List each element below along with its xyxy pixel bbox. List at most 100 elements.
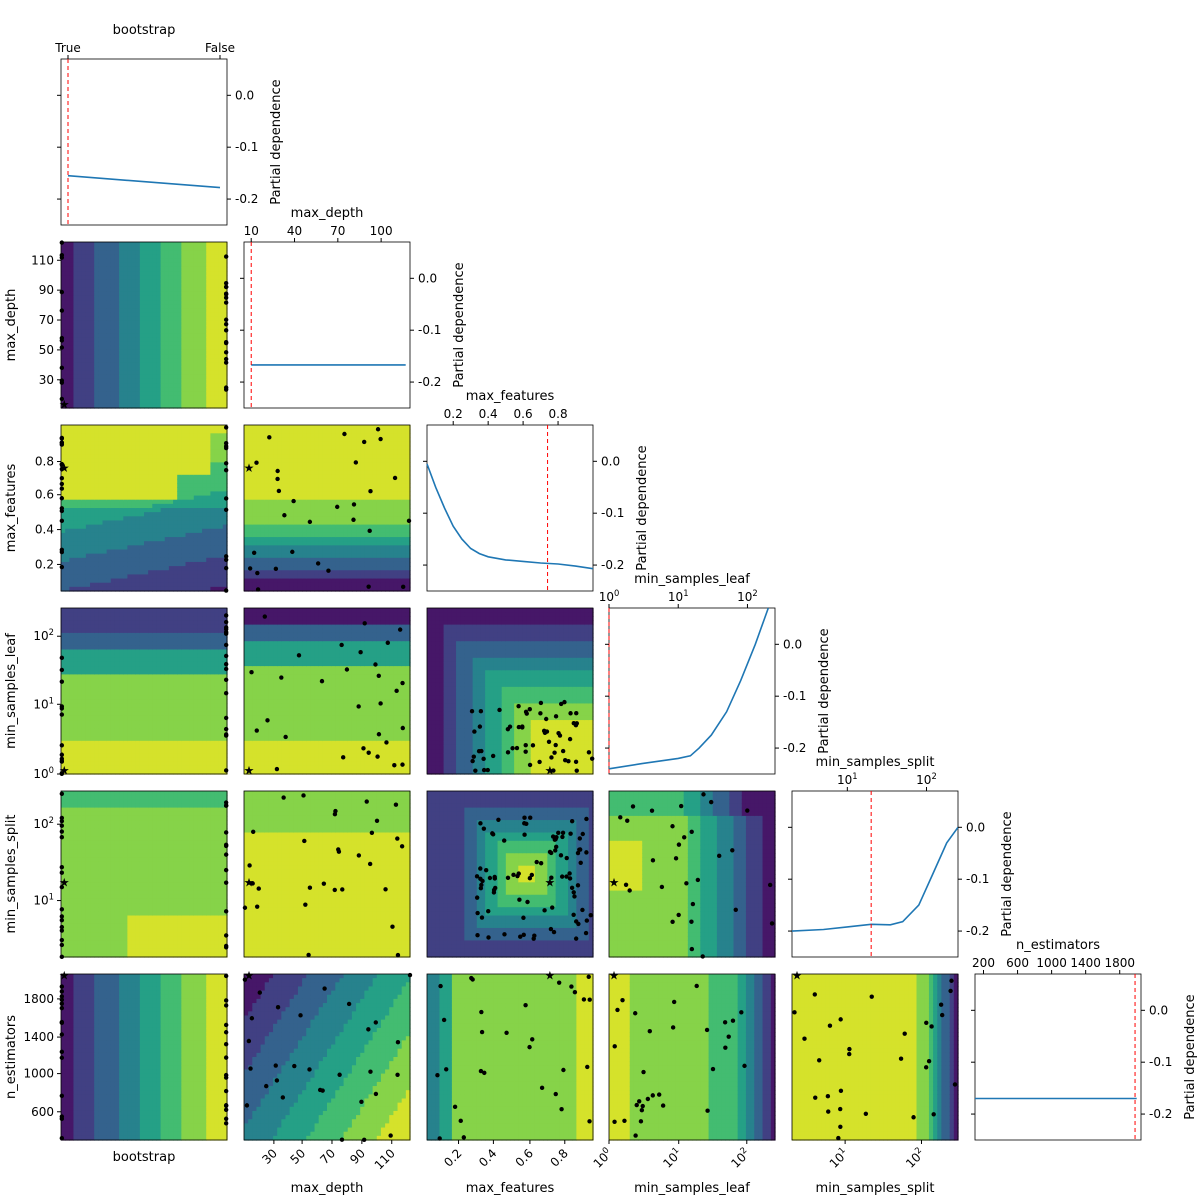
- contour-cell: [94, 499, 99, 505]
- contour-cell: [252, 512, 258, 517]
- contour-cell: [160, 495, 166, 501]
- contour-cell: [81, 300, 87, 305]
- contour-cell: [314, 466, 320, 472]
- contour-cell: [401, 549, 407, 555]
- contour-cell: [389, 441, 394, 447]
- contour-cell: [318, 561, 324, 567]
- contour-cell: [289, 528, 295, 534]
- contour-cell: [351, 574, 357, 580]
- contour-cell: [173, 387, 178, 392]
- contour-cell: [164, 308, 170, 314]
- contour-cell: [197, 454, 203, 459]
- contour-cell: [102, 561, 108, 567]
- contour-cell: [61, 358, 66, 363]
- contour-cell: [119, 271, 124, 276]
- contour-cell: [202, 325, 207, 330]
- contour-cell: [119, 541, 124, 546]
- contour-cell: [144, 242, 149, 247]
- contour-cell: [347, 512, 353, 517]
- contour-cell: [202, 387, 207, 392]
- contour-cell: [189, 541, 195, 546]
- contour-cell: [119, 374, 124, 380]
- contour-cell: [368, 578, 374, 584]
- contour-cell: [206, 483, 211, 488]
- contour-cell: [90, 374, 95, 380]
- contour-cell: [214, 262, 220, 268]
- contour-cell: [152, 474, 158, 480]
- contour-cell: [77, 387, 83, 392]
- contour-cell: [185, 491, 191, 497]
- contour-cell: [106, 403, 112, 409]
- contour-cell: [168, 333, 174, 339]
- contour-cell: [273, 508, 278, 513]
- contour-cell: [277, 499, 282, 505]
- contour-cell: [197, 445, 203, 451]
- contour-cell: [114, 566, 120, 571]
- contour-cell: [106, 295, 112, 301]
- contour-cell: [222, 528, 228, 534]
- contour-cell: [85, 242, 91, 247]
- contour-cell: [327, 549, 332, 555]
- contour-cell: [285, 557, 291, 563]
- contour-cell: [285, 454, 291, 459]
- contour-cell: [69, 258, 75, 264]
- contour-cell: [197, 374, 203, 380]
- contour-cell: [368, 503, 374, 509]
- contour-cell: [85, 566, 91, 571]
- contour-cell: [61, 262, 66, 268]
- contour-cell: [214, 362, 220, 368]
- contour-cell: [364, 425, 370, 430]
- contour-cell: [405, 512, 411, 517]
- contour-cell: [202, 462, 207, 468]
- contour-cell: [90, 466, 95, 472]
- contour-cell: [281, 425, 287, 430]
- contour-cell: [293, 474, 299, 480]
- contour-cell: [127, 403, 133, 409]
- contour-cell: [98, 503, 104, 509]
- contour-cell: [127, 283, 133, 289]
- contour-cell: [152, 378, 158, 384]
- contour-cell: [185, 516, 191, 522]
- contour-cell: [285, 478, 291, 484]
- contour-cell: [385, 582, 390, 588]
- contour-cell: [322, 441, 328, 447]
- contour-cell: [69, 470, 75, 476]
- contour-cell: [268, 425, 274, 430]
- contour-cell: [293, 553, 299, 559]
- contour-cell: [61, 545, 66, 551]
- contour-cell: [106, 487, 112, 492]
- contour-cell: [177, 528, 182, 534]
- contour-cell: [335, 561, 341, 567]
- contour-cell: [65, 528, 70, 534]
- contour-cell: [119, 466, 124, 472]
- contour-cell: [139, 275, 145, 280]
- contour-cell: [94, 549, 99, 555]
- contour-cell: [114, 266, 120, 272]
- contour-cell: [106, 370, 112, 376]
- contour-cell: [123, 320, 128, 326]
- contour-cell: [135, 399, 141, 405]
- contour-cell: [202, 578, 207, 584]
- contour-cell: [77, 449, 83, 455]
- contour-cell: [144, 325, 149, 330]
- contour-cell: [77, 341, 83, 347]
- contour-cell: [256, 445, 262, 451]
- contour-cell: [131, 557, 137, 563]
- contour-cell: [168, 528, 174, 534]
- contour-cell: [61, 649, 66, 655]
- contour-cell: [306, 483, 311, 488]
- contour-cell: [322, 566, 328, 571]
- contour-panel-max_features-vs-max_depth: ★: [244, 424, 412, 592]
- contour-cell: [202, 499, 207, 505]
- contour-cell: [98, 242, 104, 247]
- contour-cell: [401, 433, 407, 439]
- contour-cell: [193, 250, 199, 256]
- contour-cell: [94, 483, 99, 488]
- contour-cell: [268, 541, 274, 546]
- contour-cell: [380, 425, 386, 430]
- contour-cell: [214, 470, 220, 476]
- contour-cell: [368, 516, 374, 522]
- contour-cell: [114, 578, 120, 584]
- contour-cell: [98, 491, 104, 497]
- contour-cell: [197, 329, 203, 334]
